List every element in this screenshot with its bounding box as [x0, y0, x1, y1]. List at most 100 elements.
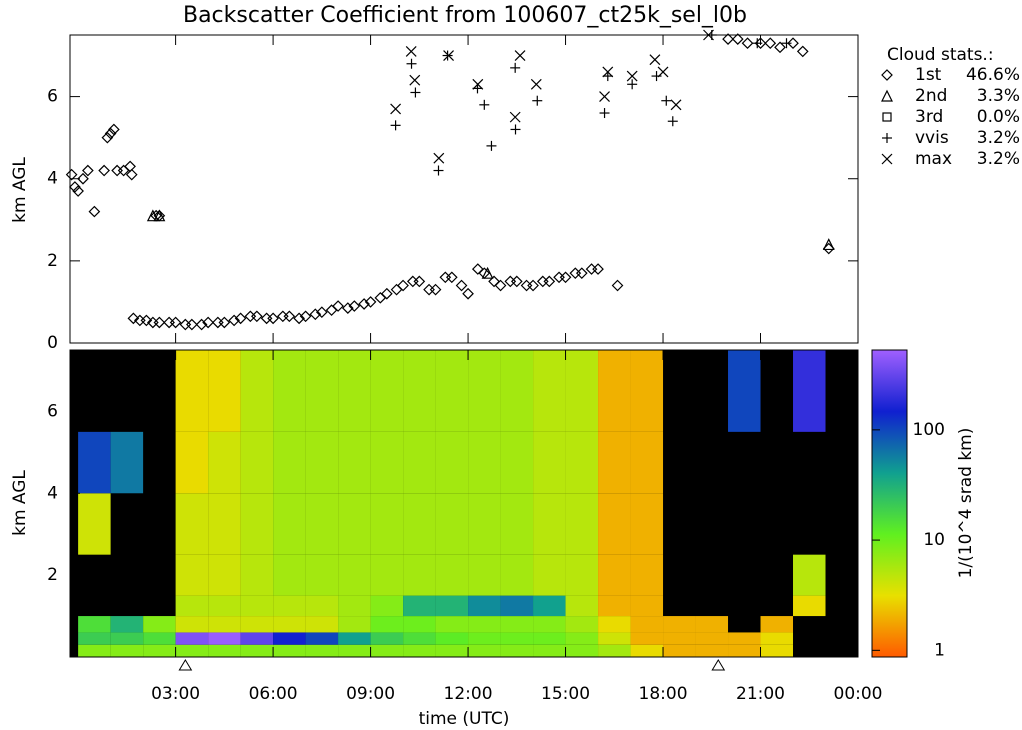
data-point [267, 312, 279, 325]
legend-symbol [881, 69, 893, 81]
data-point [462, 287, 474, 300]
y-tick-label: 4 [47, 483, 58, 503]
heatmap-cell [533, 554, 566, 596]
data-point [299, 310, 312, 323]
heatmap-cell [273, 616, 306, 633]
data-point [527, 279, 539, 292]
marker-stroke [390, 103, 402, 115]
y-tick-label: 4 [47, 169, 58, 189]
heatmap-cell [598, 644, 631, 657]
heatmap-cell [240, 431, 274, 494]
heatmap-cell [240, 595, 274, 617]
marker-stroke [599, 91, 610, 103]
heatmap-cell [728, 632, 761, 645]
heatmap-cell [500, 616, 534, 633]
data-point [325, 304, 338, 316]
data-point [443, 50, 454, 61]
heatmap-cell [435, 595, 469, 617]
data-point [781, 38, 792, 49]
heatmap-cell [370, 644, 404, 657]
data-point [796, 45, 809, 58]
heatmap-cell [273, 632, 306, 645]
heatmap-cell [760, 644, 794, 657]
data-point [348, 300, 361, 312]
data-point [472, 78, 484, 90]
heatmap-cell [565, 644, 599, 657]
heatmap-cell [500, 554, 534, 596]
heatmap-cell [338, 493, 371, 555]
data-point [390, 120, 401, 131]
heatmap-cell [760, 616, 794, 633]
data-point [146, 209, 159, 222]
heatmap-cell [305, 616, 339, 633]
data-point [234, 312, 247, 325]
heatmap-cell [663, 616, 696, 633]
heatmap-cell [598, 595, 631, 617]
heatmap-cell [78, 632, 111, 645]
y-tick-label: 6 [47, 87, 58, 107]
heatmap-cell [533, 493, 566, 555]
data-point [602, 66, 614, 78]
data-point [442, 50, 453, 61]
x-tick-label: 12:00 [444, 684, 493, 704]
heatmap-cell [338, 616, 371, 633]
heatmap-cell [240, 632, 274, 645]
heatmap-cell [110, 616, 144, 633]
data-point [627, 79, 638, 90]
data-point [439, 271, 452, 284]
data-point [433, 165, 444, 176]
heatmap-cell [468, 632, 501, 645]
heatmap-cell [760, 632, 794, 645]
heatmap-cell [728, 644, 761, 657]
y-tick-label: 6 [47, 401, 58, 421]
heatmap-cell [273, 644, 306, 657]
x-tick-label: 06:00 [249, 684, 298, 704]
data-point [98, 164, 110, 177]
data-point [72, 185, 84, 197]
data-point [413, 275, 426, 288]
y-axis-label: km AGL [10, 157, 30, 223]
data-point [486, 140, 497, 151]
legend-symbol [881, 153, 893, 165]
x-marker [711, 659, 726, 671]
data-point [293, 312, 305, 325]
data-point [250, 310, 263, 323]
heatmap-cell [78, 644, 111, 657]
data-point [283, 310, 296, 323]
heatmap-cell [175, 431, 209, 494]
data-point [77, 172, 89, 185]
heatmap-cell [208, 493, 241, 555]
heatmap-cell [240, 616, 274, 633]
marker-stroke [409, 74, 421, 86]
data-point [195, 318, 208, 331]
x-tick-label: 00:00 [834, 684, 883, 704]
heatmap-cell [273, 493, 306, 555]
heatmap-cell [565, 554, 599, 596]
heatmap-cell [175, 493, 209, 555]
x-tick-label: 21:00 [736, 684, 785, 704]
heatmap-cell [663, 632, 696, 645]
heatmap-cell [565, 595, 599, 617]
marker-stroke [626, 70, 638, 82]
data-point [374, 291, 387, 304]
data-point [163, 316, 175, 329]
heatmap-cell [630, 595, 664, 617]
heatmap-cell [208, 632, 241, 645]
heatmap-cell [663, 644, 696, 657]
data-point [559, 271, 572, 284]
data-point [228, 314, 240, 327]
heatmap-cell [500, 595, 534, 617]
data-point [510, 62, 521, 73]
heatmap-cell [403, 632, 436, 645]
heatmap-cell [143, 632, 176, 645]
heatmap-cell [500, 493, 534, 555]
heatmap-cell [305, 431, 339, 494]
heatmap-cell [338, 431, 371, 494]
data-point [599, 91, 610, 103]
heatmap-cell [468, 350, 501, 432]
heatmap-cell [240, 493, 274, 555]
heatmap-cell [468, 493, 501, 555]
data-point [179, 318, 192, 331]
heatmap-cell [565, 350, 599, 432]
